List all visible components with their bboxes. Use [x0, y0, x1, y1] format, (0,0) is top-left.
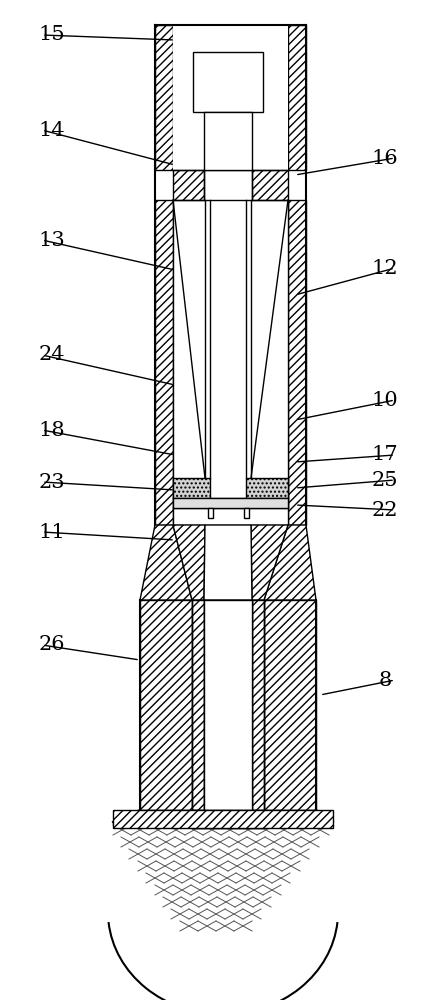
Bar	[252, 170, 288, 200]
Text: 13: 13	[39, 231, 66, 249]
Text: 26: 26	[39, 636, 65, 654]
Text: 17: 17	[372, 446, 398, 464]
Text: 14: 14	[39, 120, 65, 139]
Text: 16: 16	[372, 148, 398, 167]
Bar	[252, 810, 264, 828]
Bar	[204, 810, 252, 828]
Bar	[244, 508, 249, 518]
Bar	[173, 478, 210, 498]
Bar	[192, 600, 264, 810]
Bar	[192, 600, 204, 810]
Bar	[193, 52, 263, 112]
Polygon shape	[204, 525, 252, 600]
Bar	[173, 25, 288, 170]
Bar	[192, 810, 204, 828]
Text: 25: 25	[372, 471, 398, 489]
Bar	[204, 600, 252, 810]
Text: 11: 11	[39, 522, 66, 542]
Bar	[173, 170, 204, 200]
Text: 24: 24	[39, 346, 65, 364]
Bar	[113, 810, 333, 828]
Polygon shape	[173, 525, 205, 600]
Text: 10: 10	[372, 390, 398, 410]
Polygon shape	[251, 525, 288, 600]
Bar	[155, 200, 173, 525]
Bar	[264, 600, 316, 810]
Bar	[173, 498, 288, 508]
Bar	[173, 200, 288, 525]
Polygon shape	[264, 525, 316, 600]
Polygon shape	[140, 525, 192, 600]
Text: 8: 8	[378, 670, 392, 690]
Text: 18: 18	[39, 420, 65, 440]
Bar	[288, 200, 306, 525]
Text: 23: 23	[39, 473, 65, 491]
Bar	[208, 508, 213, 518]
Text: 12: 12	[372, 258, 398, 277]
Bar	[155, 25, 173, 170]
Text: 15: 15	[39, 25, 65, 44]
Bar	[204, 112, 252, 170]
Bar	[288, 25, 306, 170]
Bar	[252, 600, 264, 810]
Bar	[140, 600, 192, 810]
Bar	[246, 478, 288, 498]
Text: 22: 22	[372, 500, 398, 520]
